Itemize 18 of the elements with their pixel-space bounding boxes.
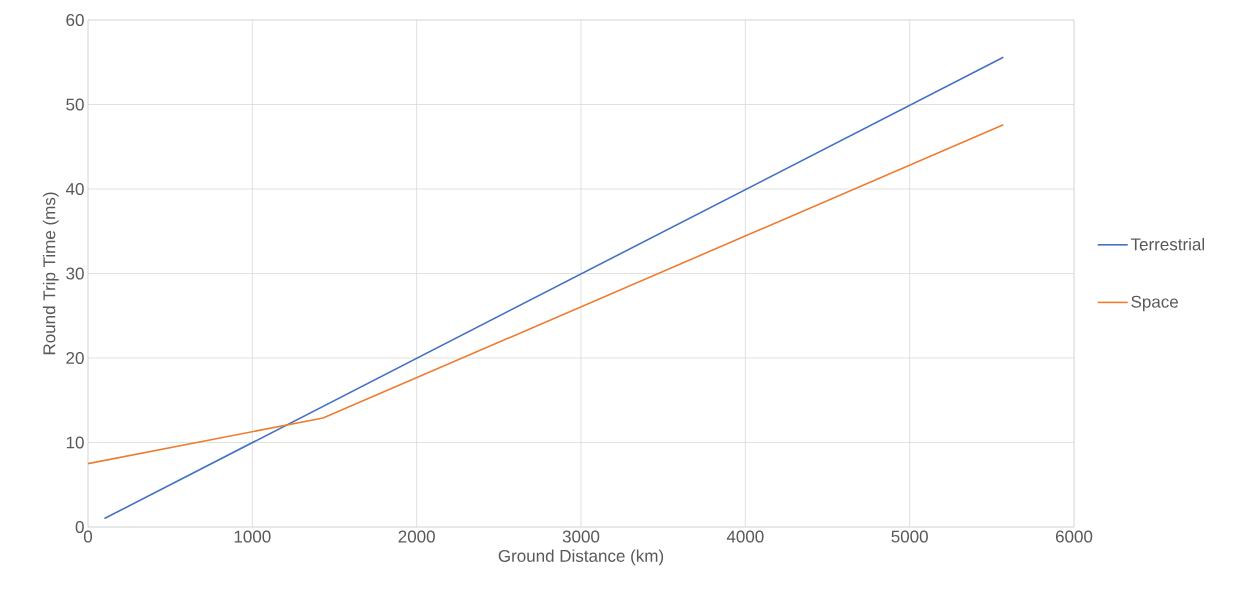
x-tick-label: 4000 (726, 530, 764, 543)
y-tick-label: 30 (66, 267, 84, 280)
y-tick-label: 10 (66, 436, 84, 449)
x-tick-label: 0 (83, 530, 93, 543)
legend-label: Terrestrial (1130, 237, 1205, 251)
y-tick-label: 60 (66, 13, 84, 27)
legend-label: Space (1131, 295, 1178, 312)
y-axis-title: Round Trip Time (ms) (42, 192, 59, 355)
y-tick-label: 40 (65, 182, 84, 196)
x-axis-title: Ground Distance (km) (498, 549, 664, 566)
x-tick-label: 6000 (1055, 530, 1093, 543)
x-tick-label: 5000 (891, 530, 928, 543)
x-tick-label: 3000 (562, 530, 600, 543)
y-tick-label: 50 (66, 98, 84, 111)
x-tick-label: 2000 (398, 530, 435, 543)
y-tick-label: 0 (75, 520, 84, 534)
y-tick-label: 20 (66, 351, 84, 365)
x-tick-label: 1000 (234, 530, 271, 543)
